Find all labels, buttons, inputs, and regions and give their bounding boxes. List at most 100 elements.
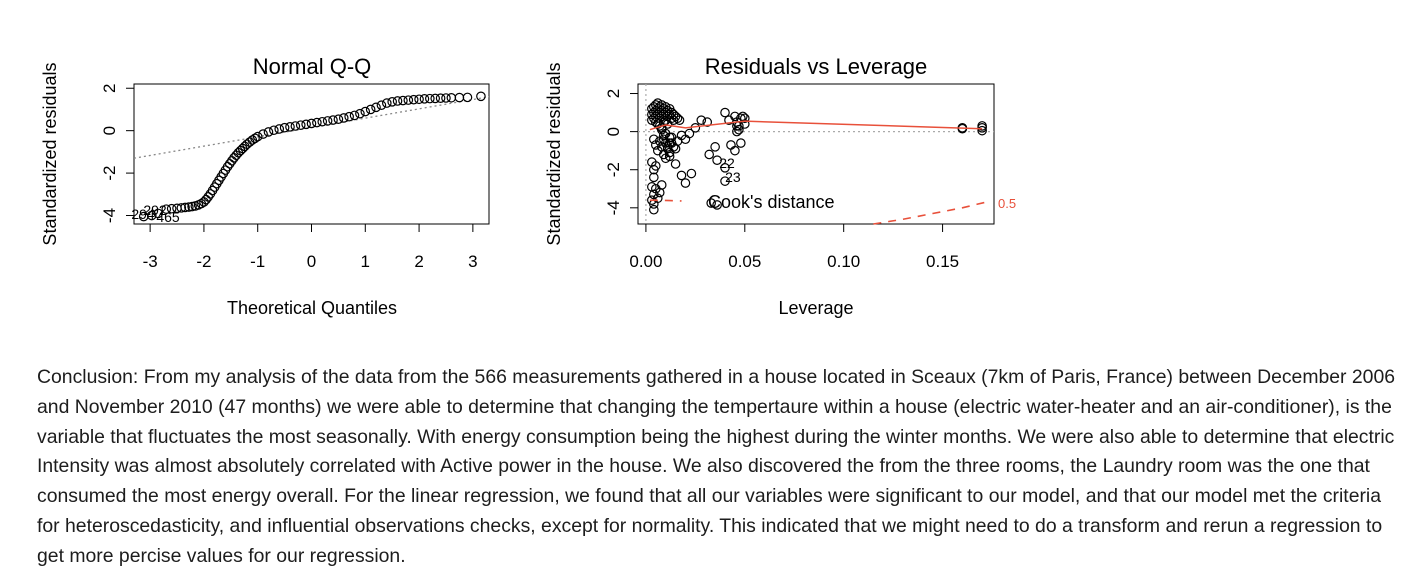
qq-x-tick-label: -2 <box>196 252 211 271</box>
qq-point <box>365 104 376 115</box>
leverage-point <box>672 113 683 124</box>
qq-point <box>187 201 197 212</box>
leverage-point <box>686 168 697 179</box>
qq-point <box>425 93 435 104</box>
qq-plot: Normal Q-Q Theoretical Quantiles Standar… <box>40 54 490 318</box>
qq-point-label-294: 294 <box>131 206 155 222</box>
qq-point <box>419 94 430 104</box>
qq-point <box>203 192 214 202</box>
leverage-point <box>977 123 987 133</box>
leverage-point <box>726 140 736 150</box>
conclusion-paragraph: Conclusion: From my analysis of the data… <box>37 366 1396 567</box>
leverage-point <box>656 180 667 190</box>
qq-point <box>355 108 365 119</box>
leverage-y-tick-label: -2 <box>604 162 623 177</box>
qq-point <box>322 116 333 126</box>
leverage-point <box>736 138 746 148</box>
qq-point <box>146 210 157 221</box>
leverage-point <box>712 155 722 165</box>
qq-point <box>290 121 301 131</box>
qq-x-tick-label: 2 <box>414 252 423 271</box>
qq-point <box>166 203 177 214</box>
leverage-point <box>739 113 750 124</box>
qq-point <box>317 116 328 127</box>
leverage-point <box>977 125 987 136</box>
qq-point-label-292: 292 <box>143 202 167 218</box>
leverage-point <box>696 115 707 125</box>
qq-point <box>176 203 187 213</box>
leverage-point <box>702 117 713 127</box>
leverage-point <box>670 143 681 154</box>
qq-point <box>398 95 408 106</box>
qq-point <box>382 98 392 108</box>
qq-point <box>338 113 349 123</box>
qq-point <box>371 102 381 113</box>
qq-point <box>269 125 279 136</box>
leverage-point-label: 22 <box>719 155 735 171</box>
qq-point <box>258 129 268 139</box>
leverage-y-tick-label: 2 <box>604 89 623 98</box>
qq-y-tick-label: -4 <box>100 208 119 223</box>
leverage-point <box>690 123 701 133</box>
qq-point <box>392 96 403 106</box>
qq-point <box>446 92 457 103</box>
qq-point <box>285 122 295 132</box>
leverage-point <box>712 200 722 210</box>
qq-y-tick-label: 0 <box>100 126 119 135</box>
cooks-contour-label: 0.5 <box>998 196 1016 211</box>
leverage-point <box>680 178 691 188</box>
qq-point <box>360 106 371 117</box>
leverage-x-tick-label: 0.10 <box>827 252 860 271</box>
leverage-point <box>730 111 740 122</box>
leverage-point-label: 23 <box>725 169 741 185</box>
leverage-point <box>658 130 669 141</box>
leverage-title: Residuals vs Leverage <box>705 54 928 79</box>
qq-point-label-465: 465 <box>156 209 180 225</box>
qq-point <box>312 117 322 128</box>
leverage-point <box>664 151 675 162</box>
qq-y-tick-label: 2 <box>100 84 119 93</box>
leverage-point <box>710 142 720 152</box>
qq-point <box>153 208 164 219</box>
plots-area: Normal Q-Q Theoretical Quantiles Standar… <box>40 54 1016 318</box>
leverage-point <box>670 159 681 169</box>
qq-point <box>435 93 446 104</box>
leverage-point <box>732 126 742 137</box>
leverage-smoother-line <box>649 120 983 131</box>
leverage-point <box>650 161 661 171</box>
qq-point <box>454 92 465 103</box>
qq-point <box>184 202 194 212</box>
qq-point <box>247 135 258 145</box>
qq-point <box>328 115 338 125</box>
leverage-point <box>666 132 677 143</box>
cooks-contour-0-5 <box>873 201 987 225</box>
qq-point <box>430 93 441 104</box>
leverage-point <box>676 170 687 181</box>
leverage-y-tick-label: -4 <box>604 200 623 215</box>
qq-point <box>250 133 260 144</box>
qq-point <box>161 204 172 214</box>
leverage-x-tick-label: 0.00 <box>629 252 662 271</box>
qq-point <box>376 100 387 111</box>
qq-x-tick-label: 0 <box>307 252 316 271</box>
leverage-point <box>720 163 730 173</box>
qq-x-tick-label: -3 <box>143 252 158 271</box>
leverage-point <box>674 115 685 125</box>
leverage-point <box>649 134 659 145</box>
qq-point <box>387 97 397 107</box>
qq-point <box>414 94 424 105</box>
leverage-point <box>720 107 730 118</box>
cooks-distance-curve <box>649 199 682 202</box>
qq-x-tick-label: 1 <box>361 252 370 271</box>
qq-point <box>344 111 354 122</box>
qq-y-tick-label: -2 <box>100 166 119 181</box>
leverage-y-tick-label: 0 <box>604 127 623 136</box>
qq-point <box>462 92 473 103</box>
leverage-point <box>704 149 714 160</box>
leverage-x-tick-label: 0.15 <box>926 252 959 271</box>
leverage-point <box>649 204 659 215</box>
qq-point <box>403 95 414 105</box>
leverage-x-tick-label: 0.05 <box>728 252 761 271</box>
qq-point <box>333 114 344 125</box>
qq-point <box>180 202 190 213</box>
